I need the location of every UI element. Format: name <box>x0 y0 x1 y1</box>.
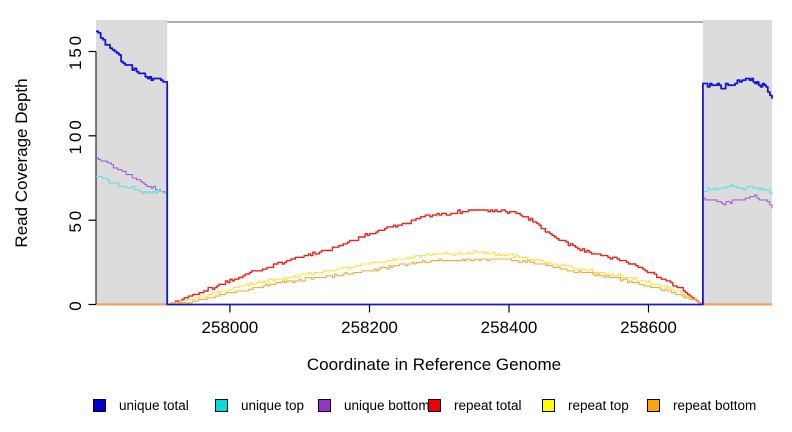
y-axis-title: Read Coverage Depth <box>12 78 31 247</box>
shaded-region-right <box>702 20 772 305</box>
legend-item-repeat-bottom: repeat bottom <box>647 397 756 413</box>
series-line-unique-top <box>96 175 773 306</box>
y-tick-label: 50 <box>66 208 85 233</box>
series-line-repeat-total <box>96 209 772 306</box>
x-tick-label: 258400 <box>481 318 538 337</box>
legend-item-unique-top: unique top <box>215 397 304 413</box>
legend-item-repeat-top: repeat top <box>542 397 629 413</box>
x-tick-label: 258600 <box>620 318 677 337</box>
legend-swatch-icon <box>318 398 331 412</box>
y-tick-label: 0 <box>66 298 85 310</box>
series-line-repeat-bottom <box>96 258 772 306</box>
y-tick-label: 100 <box>66 117 85 154</box>
x-tick-label: 258200 <box>341 318 398 337</box>
legend-label: unique bottom <box>344 397 430 413</box>
legend-label: repeat total <box>454 397 522 413</box>
legend-swatch-icon <box>542 398 555 412</box>
legend-swatch-icon <box>647 398 660 412</box>
y-tick-label: 150 <box>66 33 85 70</box>
x-axis-title: Coordinate in Reference Genome <box>307 355 561 374</box>
legend-item-unique-bottom: unique bottom <box>318 397 430 413</box>
legend: unique total unique top unique bottom repea… <box>0 397 792 417</box>
legend-label: unique top <box>241 397 305 413</box>
series-line-repeat-top <box>96 249 772 306</box>
legend-label: unique total <box>119 397 189 413</box>
legend-label: repeat top <box>568 397 629 413</box>
legend-item-repeat-total: repeat total <box>428 397 522 413</box>
legend-swatch-icon <box>215 398 228 412</box>
series-line-unique-total <box>96 30 773 306</box>
x-tick-label: 258000 <box>202 318 259 337</box>
legend-label: repeat bottom <box>673 397 757 413</box>
legend-swatch-icon <box>428 398 441 412</box>
legend-item-unique-total: unique total <box>93 397 189 413</box>
plot-area: 0 50 100 150 258000 258200 258400 258600 Coordi… <box>12 20 773 374</box>
legend-swatch-icon <box>93 398 106 412</box>
